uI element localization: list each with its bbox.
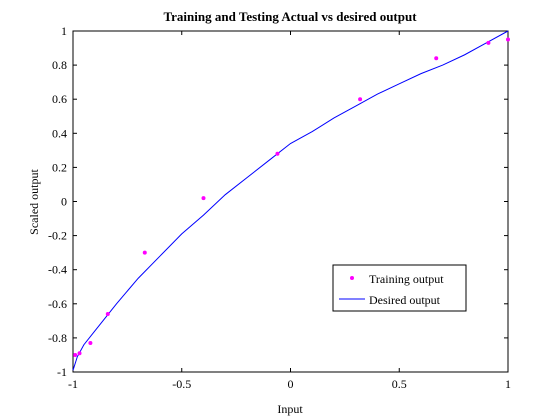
series-line-desired-output [72, 30, 509, 371]
legend-label-desired-output: Desired output [369, 293, 441, 307]
x-tick-label: 0.5 [392, 377, 407, 391]
chart-title: Training and Testing Actual vs desired o… [163, 9, 417, 24]
axis-ticks: -1 -0.5 0 0.5 1 -1 -0.8 -0.6 -0.4 -0.2 0 0.2 0.4 0.6 0… [48, 24, 511, 391]
x-tick-label: 0 [288, 377, 294, 391]
y-tick-label: 0.6 [52, 92, 67, 106]
legend-label-training-output: Training output [369, 272, 444, 286]
y-tick-label: 0 [61, 195, 67, 209]
y-tick-label: -1 [57, 365, 67, 379]
y-tick-label: 0.2 [52, 160, 67, 174]
y-tick-label: 0.4 [52, 126, 67, 140]
y-tick-label: -0.2 [48, 229, 67, 243]
data-point-training-output [201, 196, 206, 201]
data-point-training-output [486, 40, 491, 45]
data-point-training-output [105, 312, 110, 317]
y-tick-label: -0.6 [48, 297, 67, 311]
data-point-training-output [358, 97, 363, 102]
data-point-training-output [142, 250, 147, 255]
x-tick-label: 1 [505, 377, 511, 391]
data-point-training-output [434, 56, 439, 61]
legend-point [350, 276, 354, 280]
x-tick-label: -1 [68, 377, 78, 391]
x-tick-label: -0.5 [172, 377, 191, 391]
y-tick-label: 1 [61, 24, 67, 38]
x-axis-label: Input [277, 402, 303, 416]
y-axis-label: Scaled output [27, 169, 41, 235]
legend-box [332, 264, 467, 312]
data-point-training-output [275, 151, 280, 156]
y-tick-label: -0.4 [48, 263, 67, 277]
y-tick-label: -0.8 [48, 331, 67, 345]
legend: Training output Desired output [332, 264, 467, 312]
y-tick-label: 0.8 [52, 58, 67, 72]
data-point-training-output [77, 351, 82, 356]
data-point-training-output [506, 37, 510, 42]
series-layer [72, 30, 510, 371]
legend-marker-training-output [350, 276, 354, 280]
plot-area [72, 30, 509, 373]
data-point-training-output [88, 341, 93, 346]
data-point-training-output [73, 352, 78, 357]
